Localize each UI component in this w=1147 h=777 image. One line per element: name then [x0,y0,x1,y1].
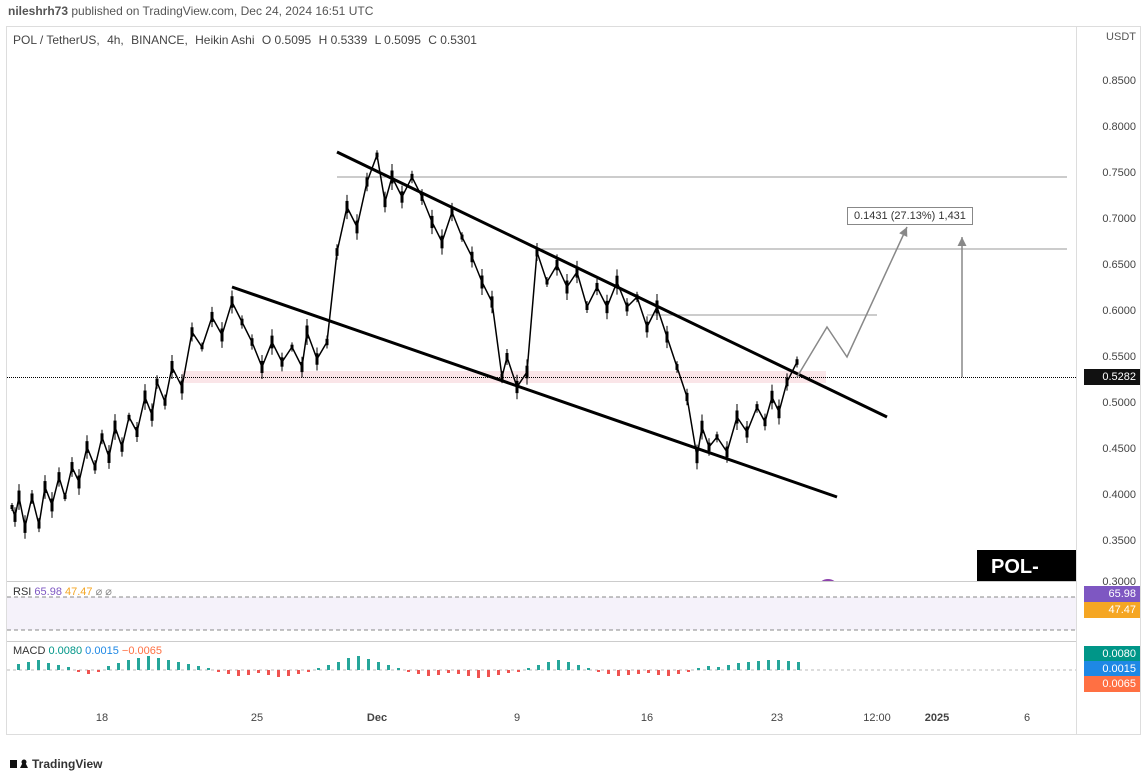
y-tick: 0.6500 [1102,259,1136,271]
published-text: published on TradingView.com, [71,4,237,18]
macd-axis-tag: 0.0065 [1084,676,1140,692]
wedge-top-line [337,152,887,417]
macd-name: MACD [13,645,45,657]
ohlc-l: L 0.5095 [375,33,421,47]
macd-legend: MACD 0.0080 0.0015 −0.0065 [13,645,162,657]
price-axis: USDT 0.8500 0.8000 0.7500 0.7000 0.6500 0.600… [1076,27,1140,734]
x-tick: 6 [1024,712,1030,724]
tradingview-logo-icon [10,758,28,770]
rsi-axis-tag: 47.47 [1084,602,1140,618]
price-series [12,155,797,527]
price-unit: USDT [1106,31,1136,43]
x-tick: 18 [96,712,108,724]
rsi-v1: 65.98 [34,586,62,598]
chart-container: USDT 0.8500 0.8000 0.7500 0.7000 0.6500 0.600… [6,26,1141,735]
x-tick: Dec [367,712,387,724]
rsi-axis-tag: 65.98 [1084,586,1140,602]
ohlc-c: C 0.5301 [428,33,477,47]
y-tick: 0.4500 [1102,443,1136,455]
ohlc-h: H 0.5339 [319,33,368,47]
rsi-settings-icon[interactable]: ⌀ ⌀ [96,586,112,598]
macd-axis-tag: 0.0015 [1084,661,1140,677]
macd-v1: 0.0080 [48,645,82,657]
wedge-bottom-line [232,287,837,497]
rsi-legend: RSI 65.98 47.47 ⌀ ⌀ [13,585,112,598]
rsi-name: RSI [13,586,31,598]
exchange: BINANCE, [131,33,188,47]
ohlc-o: O 0.5095 [262,33,311,47]
macd-svg [7,642,1076,698]
candle-type: Heikin Ashi [195,33,254,47]
projection-label: 0.1431 (27.13%) 1,431 [847,207,973,225]
pair: POL / TetherUS, [13,33,100,47]
y-tick: 0.8500 [1102,75,1136,87]
macd-axis-tag: 0.0080 [1084,646,1140,662]
y-tick: 0.7500 [1102,167,1136,179]
macd-v3: −0.0065 [122,645,162,657]
y-tick: 0.5500 [1102,351,1136,363]
y-tick: 0.4000 [1102,489,1136,501]
rsi-pane[interactable]: RSI 65.98 47.47 ⌀ ⌀ [7,582,1076,642]
rsi-svg [7,582,1076,642]
y-tick: 0.3500 [1102,535,1136,547]
rsi-v2: 47.47 [65,586,93,598]
timeframe: 4h, [107,33,124,47]
macd-v2: 0.0015 [85,645,119,657]
publish-header: nileshrh73 published on TradingView.com,… [0,0,1147,22]
last-price-badge: 0.5282 [1084,369,1140,385]
x-tick: 12:00 [863,712,891,724]
watermark-label: POL-4H [977,550,1076,582]
publisher: nileshrh73 [8,4,68,18]
y-tick: 0.5000 [1102,397,1136,409]
rsi-band-fill [7,597,1076,630]
publish-date: Dec 24, 2024 16:51 UTC [241,4,374,18]
y-tick: 0.8000 [1102,121,1136,133]
y-tick: 0.7000 [1102,213,1136,225]
x-tick: 16 [641,712,653,724]
main-price-pane[interactable]: POL / TetherUS, 4h, BINANCE, Heikin Ashi… [7,27,1076,582]
x-tick: 2025 [925,712,949,724]
price-svg [7,27,1076,582]
x-tick: 23 [771,712,783,724]
footer-brand: TradingView [10,757,102,771]
brand-text: TradingView [32,757,102,771]
symbol-info: POL / TetherUS, 4h, BINANCE, Heikin Ashi… [13,33,481,47]
x-tick: 25 [251,712,263,724]
x-tick: 9 [514,712,520,724]
y-tick: 0.6000 [1102,305,1136,317]
time-axis: 18 25 Dec 9 16 23 12:00 2025 6 [7,706,1076,734]
macd-pane[interactable]: MACD 0.0080 0.0015 −0.0065 [7,642,1076,698]
